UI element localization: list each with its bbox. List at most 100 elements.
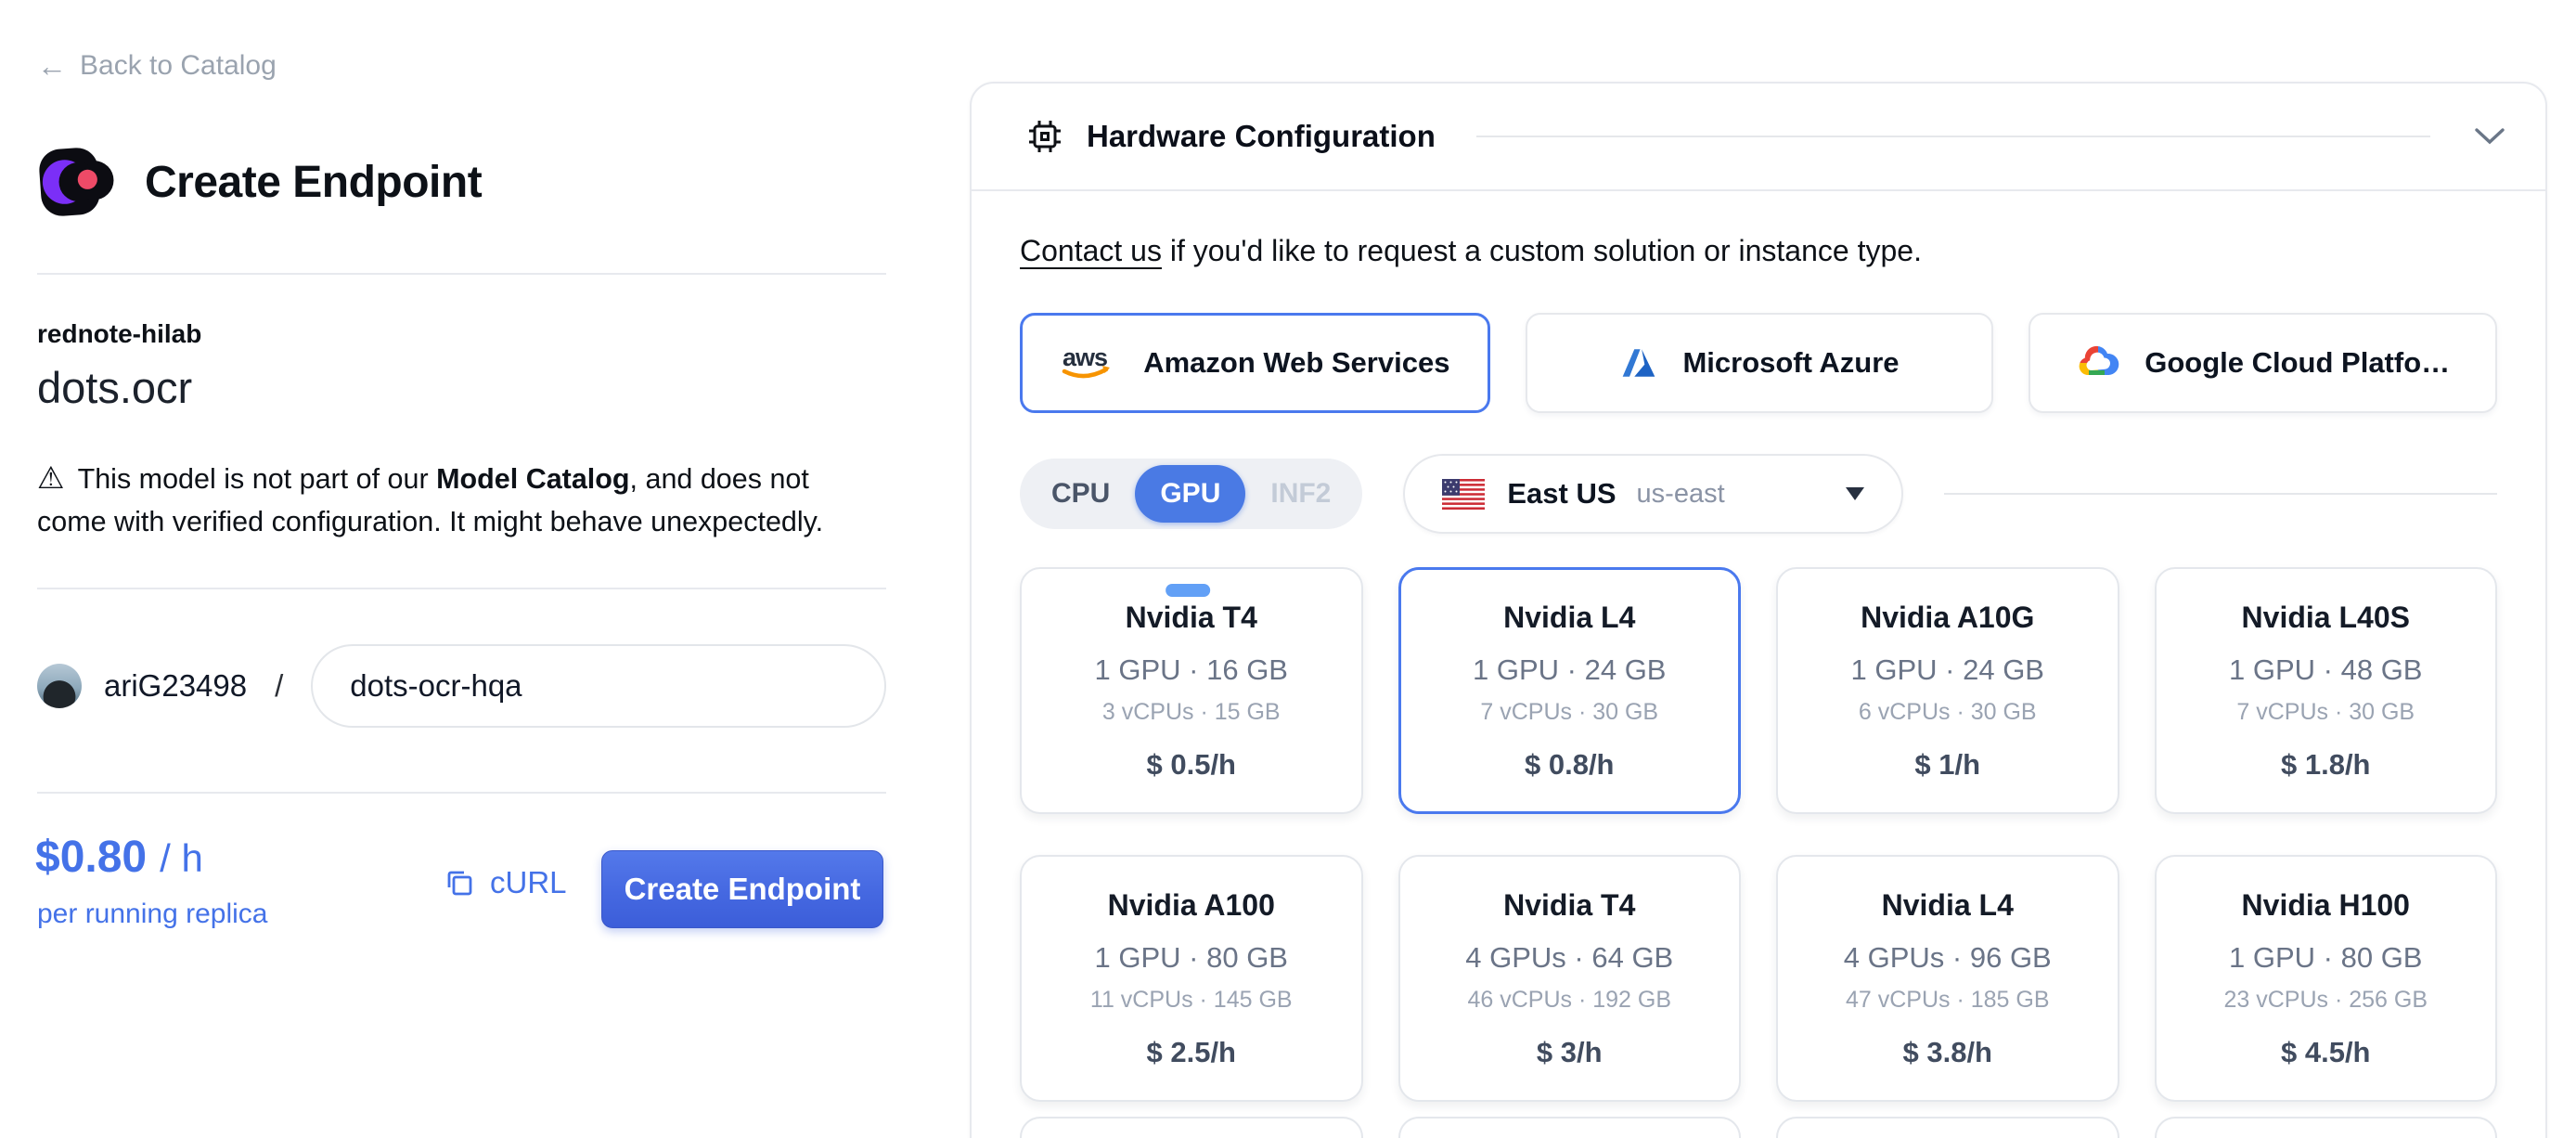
slash-separator: / [275, 668, 284, 703]
instance-cpu-spec: 6 vCPUs · 30 GB [1858, 698, 2037, 725]
instance-price: $ 2.5/h [1146, 1035, 1237, 1068]
azure-icon [1623, 349, 1655, 377]
warning-text-bold: Model Catalog [436, 463, 630, 495]
instance-card-h100[interactable]: Nvidia H100 1 GPU · 80 GB 23 vCPUs · 256… [2154, 855, 2497, 1102]
instance-cpu-spec: 23 vCPUs · 256 GB [2223, 986, 2428, 1013]
provider-azure[interactable]: Microsoft Azure [1525, 313, 1994, 413]
instance-price: $ 3/h [1536, 1035, 1603, 1068]
curl-label: cURL [490, 865, 567, 899]
aws-icon: aws [1062, 343, 1111, 379]
instance-card-a10g[interactable]: Nvidia A10G 1 GPU · 24 GB 6 vCPUs · 30 G… [1776, 567, 2119, 814]
copy-icon [447, 871, 472, 896]
divider [37, 588, 886, 589]
instance-card-partial[interactable] [1020, 1117, 1363, 1138]
instance-gpu-spec: 4 GPUs · 96 GB [1843, 940, 2052, 974]
instance-gpu-spec: 4 GPUs · 64 GB [1465, 940, 1674, 974]
back-label: Back to Catalog [80, 50, 277, 81]
instance-card-t4-4x[interactable]: Nvidia T4 4 GPUs · 64 GB 46 vCPUs · 192 … [1397, 855, 1741, 1102]
us-flag-icon [1442, 478, 1486, 510]
instance-name: Nvidia A100 [1107, 887, 1275, 922]
price-unit: / h [160, 836, 203, 880]
model-org: rednote-hilab [37, 319, 202, 348]
instance-price: $ 0.8/h [1525, 747, 1615, 781]
row-divider-line [1943, 493, 2497, 495]
instance-name: Nvidia L4 [1503, 600, 1636, 634]
header-divider-line [1475, 136, 2430, 137]
instance-price: $ 1.8/h [2281, 747, 2371, 781]
instance-grid: Nvidia T4 1 GPU · 16 GB 3 vCPUs · 15 GB … [1020, 567, 2497, 1102]
divider [37, 792, 886, 794]
price-line: $0.80 / h [35, 832, 203, 883]
page-title: Create Endpoint [145, 157, 483, 207]
back-arrow-icon: ← [37, 49, 67, 83]
price-amount: $0.80 [35, 833, 148, 882]
create-endpoint-button[interactable]: Create Endpoint [601, 850, 883, 928]
provider-gcp[interactable]: Google Cloud Platfo… [2029, 313, 2498, 413]
instance-card-partial[interactable] [2154, 1117, 2497, 1138]
endpoint-name-input[interactable] [311, 644, 886, 728]
instance-card-l40s[interactable]: Nvidia L40S 1 GPU · 48 GB 7 vCPUs · 30 G… [2154, 567, 2497, 814]
provider-aws[interactable]: aws Amazon Web Services [1020, 313, 1490, 413]
toggle-inf2[interactable]: INF2 [1270, 478, 1332, 509]
hardware-configuration-header[interactable]: Hardware Configuration [972, 84, 2545, 191]
instance-card-l4-4x[interactable]: Nvidia L4 4 GPUs · 96 GB 47 vCPUs · 185 … [1776, 855, 2119, 1102]
instance-name: Nvidia T4 [1125, 600, 1257, 634]
contact-rest: if you'd like to request a custom soluti… [1161, 234, 1922, 267]
instance-gpu-spec: 1 GPU · 24 GB [1850, 653, 2044, 686]
instance-name: Nvidia H100 [2241, 887, 2410, 922]
contact-line: Contact us if you'd like to request a cu… [1020, 234, 2497, 268]
accelerator-toggle: CPU GPU INF2 [1020, 459, 1363, 529]
region-name: East US [1507, 477, 1616, 510]
curl-button[interactable]: cURL [444, 865, 567, 900]
instance-card-l4-1[interactable]: Nvidia L4 1 GPU · 24 GB 7 vCPUs · 30 GB … [1397, 567, 1741, 814]
provider-label: Microsoft Azure [1682, 346, 1900, 379]
instance-name: Nvidia T4 [1503, 887, 1636, 922]
model-logo [39, 148, 114, 216]
endpoint-name-row: ariG23498 / [37, 644, 886, 728]
instance-gpu-spec: 1 GPU · 16 GB [1094, 653, 1288, 686]
region-code: us-east [1636, 478, 1725, 509]
instance-grid-row3-partial [1020, 1117, 2497, 1138]
instance-gpu-spec: 1 GPU · 24 GB [1473, 653, 1667, 686]
instance-price: $ 4.5/h [2281, 1035, 2371, 1068]
instance-cpu-spec: 7 vCPUs · 30 GB [2236, 698, 2415, 725]
chevron-down-icon[interactable] [2473, 126, 2506, 147]
warning-icon: ⚠ [37, 460, 65, 495]
instance-price: $ 3.8/h [1902, 1035, 1993, 1068]
region-dropdown[interactable]: East US us-east [1403, 454, 1903, 534]
toggle-cpu[interactable]: CPU [1051, 478, 1111, 509]
instance-cpu-spec: 46 vCPUs · 192 GB [1467, 986, 1672, 1013]
instance-name: Nvidia L40S [2241, 600, 2410, 634]
instance-name: Nvidia L4 [1881, 887, 2014, 922]
divider [37, 273, 886, 275]
instance-price: $ 1/h [1914, 747, 1981, 781]
accelerator-region-row: CPU GPU INF2 [1020, 454, 2497, 534]
panel-title: Hardware Configuration [1087, 119, 1436, 153]
instance-cpu-spec: 11 vCPUs · 145 GB [1089, 986, 1293, 1013]
instance-card-t4-1[interactable]: Nvidia T4 1 GPU · 16 GB 3 vCPUs · 15 GB … [1020, 567, 1363, 814]
model-name: dots.ocr [37, 363, 193, 412]
username: ariG23498 [104, 668, 248, 703]
instance-card-partial[interactable] [1397, 1117, 1741, 1138]
instance-price: $ 0.5/h [1146, 747, 1237, 781]
hardware-configuration-panel: Hardware Configuration Contact us if you… [970, 82, 2547, 1138]
instance-card-a100[interactable]: Nvidia A100 1 GPU · 80 GB 11 vCPUs · 145… [1020, 855, 1363, 1102]
instance-cpu-spec: 7 vCPUs · 30 GB [1480, 698, 1659, 725]
provider-label: Amazon Web Services [1143, 346, 1450, 379]
warning-text-prefix: This model is not part of our [77, 463, 437, 495]
user-avatar [37, 664, 82, 708]
back-to-catalog-link[interactable]: ← Back to Catalog [37, 50, 277, 82]
instance-cpu-spec: 47 vCPUs · 185 GB [1845, 986, 2050, 1013]
brand-row: Create Endpoint [35, 141, 483, 223]
provider-row: aws Amazon Web Services Microsoft Azure [1020, 313, 2498, 413]
contact-us-link[interactable]: Contact us [1020, 234, 1162, 267]
warning-text-suffix: , and does not come with verified config… [37, 463, 824, 537]
instance-gpu-spec: 1 GPU · 48 GB [2229, 653, 2423, 686]
instance-cpu-spec: 3 vCPUs · 15 GB [1101, 698, 1281, 725]
chip-icon [1029, 121, 1061, 152]
instance-card-partial[interactable] [1776, 1117, 2119, 1138]
catalog-warning: ⚠ This model is not part of our Model Cat… [37, 457, 872, 543]
instance-name: Nvidia A10G [1861, 600, 2035, 634]
toggle-gpu[interactable]: GPU [1135, 465, 1246, 523]
